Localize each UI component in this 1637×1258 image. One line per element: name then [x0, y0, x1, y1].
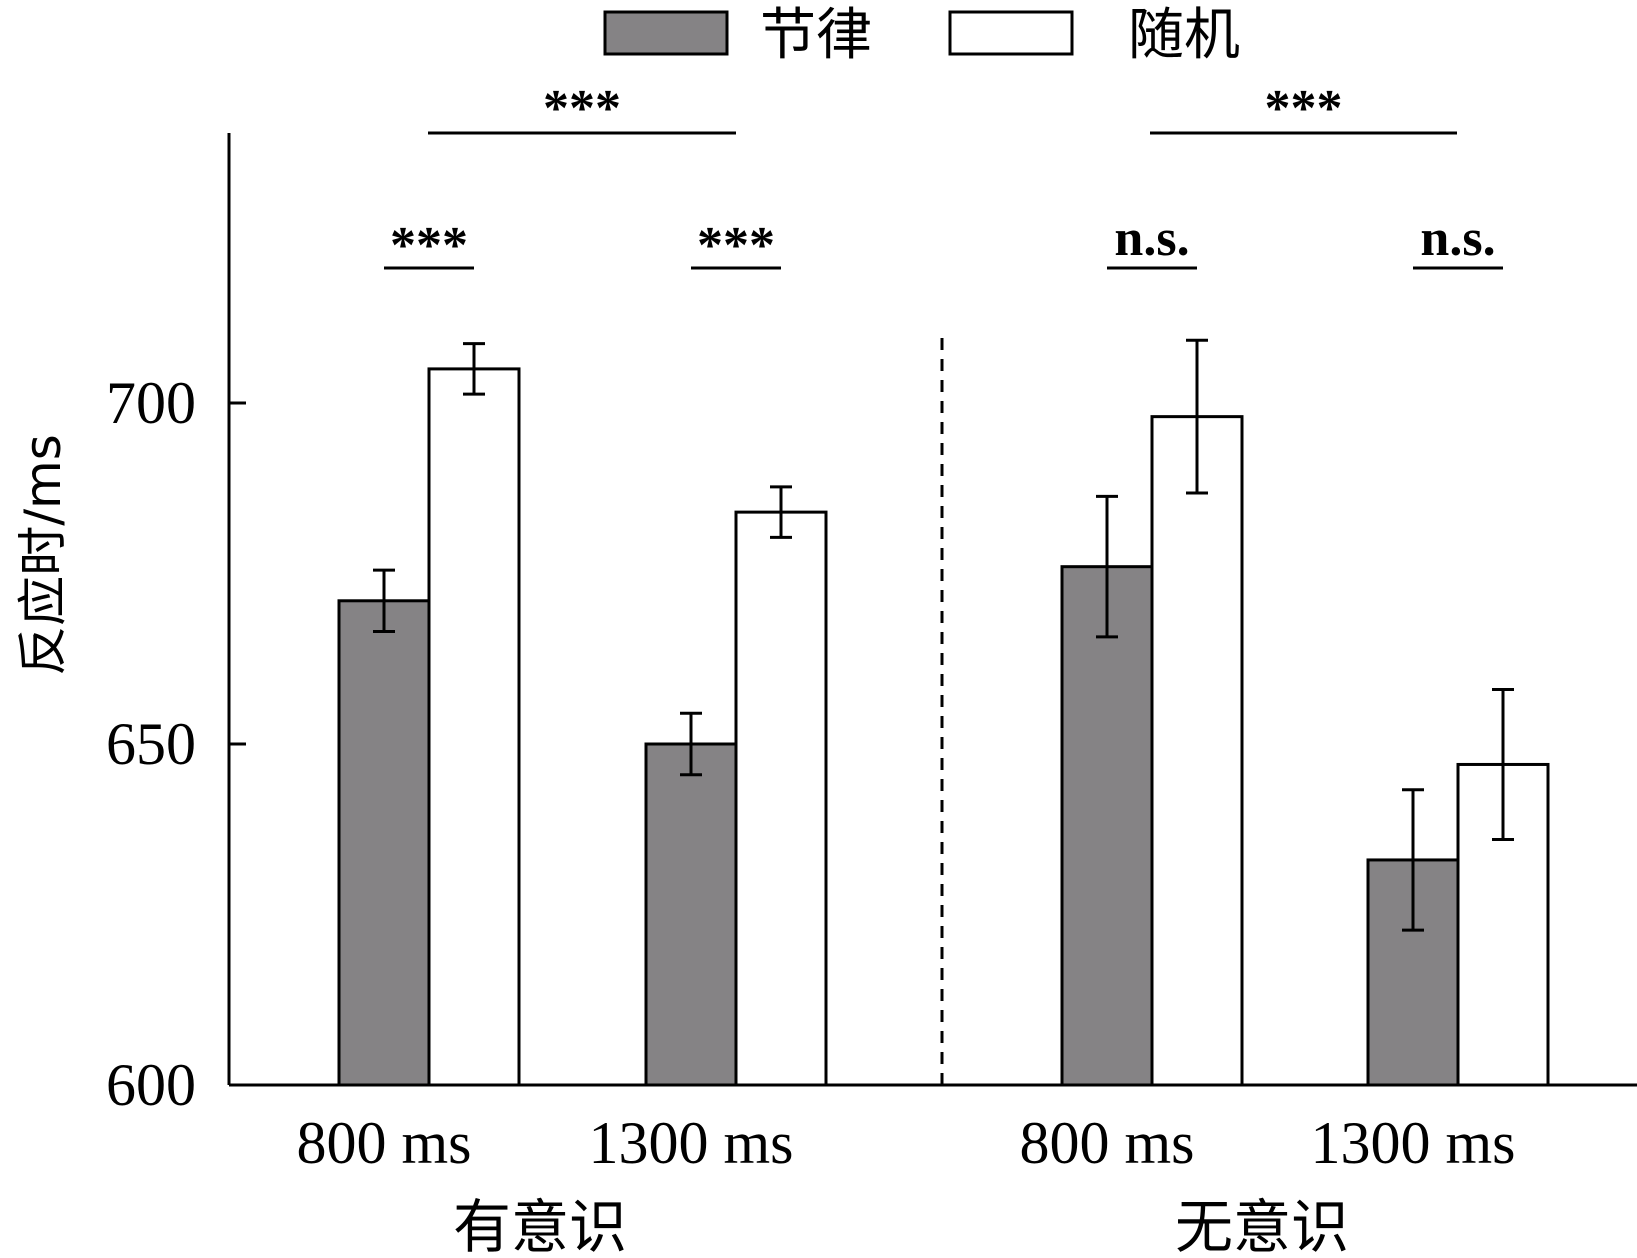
legend-swatch-rhythmic	[603, 10, 729, 56]
group-label-unconscious: 无意识	[1175, 1193, 1349, 1258]
bar-rhythmic-0	[337, 599, 431, 1087]
between-sig-label-1: ***	[1265, 80, 1343, 137]
category-label-3: 1300 ms	[1310, 1110, 1515, 1176]
error-bars	[373, 338, 1514, 932]
bars	[337, 367, 1550, 1087]
within-sig-label-1: ***	[697, 217, 775, 274]
within-sig-label-3: n.s.	[1420, 210, 1495, 267]
category-label-2: 800 ms	[1019, 1110, 1194, 1176]
legend-label-random: 随机	[1128, 3, 1240, 68]
legend-swatch-random	[948, 10, 1074, 56]
between-sig-label-0: ***	[543, 80, 621, 137]
y-ticks: 600 650 700	[106, 370, 246, 1118]
category-label-1: 1300 ms	[588, 1110, 793, 1176]
group-label-conscious: 有意识	[453, 1193, 627, 1258]
category-labels: 800 ms 1300 ms 800 ms 1300 ms	[296, 1110, 1515, 1176]
bar-random-1	[734, 510, 828, 1087]
y-tick-label-600: 600	[106, 1052, 196, 1118]
y-tick-label-700: 700	[106, 370, 196, 436]
bar-random-0	[427, 367, 521, 1087]
legend-label-rhythmic: 节律	[760, 3, 872, 68]
bar-rhythmic-2	[1060, 565, 1154, 1087]
bar-random-2	[1150, 415, 1244, 1087]
within-sig-label-0: ***	[390, 217, 468, 274]
y-tick-label-650: 650	[106, 711, 196, 777]
legend: 节律 随机	[603, 3, 1240, 68]
significance-annotations: *** *** n.s. n.s. *** ***	[384, 80, 1503, 274]
within-sig-label-2: n.s.	[1114, 210, 1189, 267]
y-axis-label: 反应时/ms	[14, 434, 72, 676]
bar-rhythmic-1	[644, 742, 738, 1087]
category-label-0: 800 ms	[296, 1110, 471, 1176]
